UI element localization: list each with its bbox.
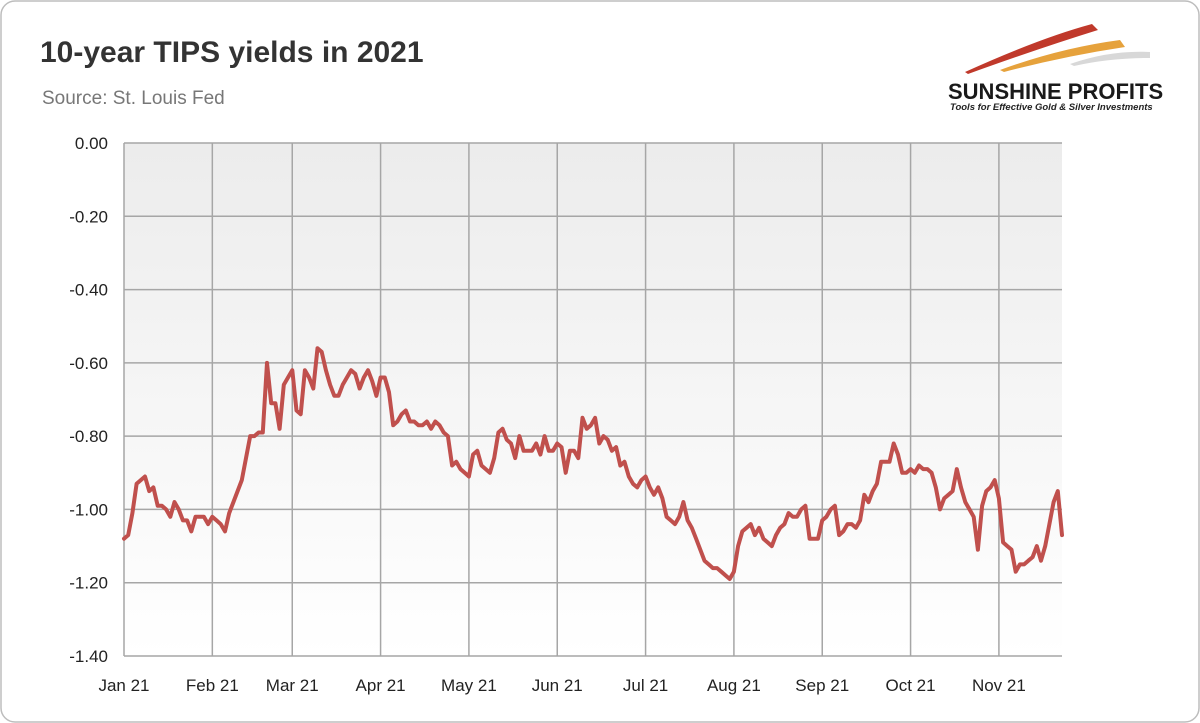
x-tick-label: Jun 21 [532,676,583,695]
x-tick-label: Sep 21 [795,676,849,695]
logo-text: SUNSHINE PROFITS [948,79,1163,104]
x-tick-label: Mar 21 [266,676,319,695]
data-line [122,346,1064,581]
y-tick-label: -1.00 [69,500,108,519]
x-tick-label: Apr 21 [356,676,406,695]
y-tick-label: -1.40 [69,647,108,666]
x-tick-label: Jul 21 [623,676,668,695]
x-tick-label: Feb 21 [186,676,239,695]
y-tick-label: -0.80 [69,427,108,446]
x-tick-label: Nov 21 [972,676,1026,695]
plot-area [124,143,1062,656]
y-tick-label: -0.60 [69,354,108,373]
chart-subtitle: Source: St. Louis Fed [42,88,225,109]
y-tick-label: -1.20 [69,574,108,593]
x-tick-label: Oct 21 [886,676,936,695]
logo-tagline: Tools for Effective Gold & Silver Invest… [950,102,1153,113]
x-tick-label: May 21 [441,676,497,695]
chart-title: 10-year TIPS yields in 2021 [40,36,424,69]
y-tick-label: -0.40 [69,281,108,300]
y-tick-label: 0.00 [75,134,108,153]
x-tick-label: Jan 21 [98,676,149,695]
x-tick-label: Aug 21 [707,676,761,695]
y-tick-label: -0.20 [69,207,108,226]
logo-swoosh [965,24,1150,74]
